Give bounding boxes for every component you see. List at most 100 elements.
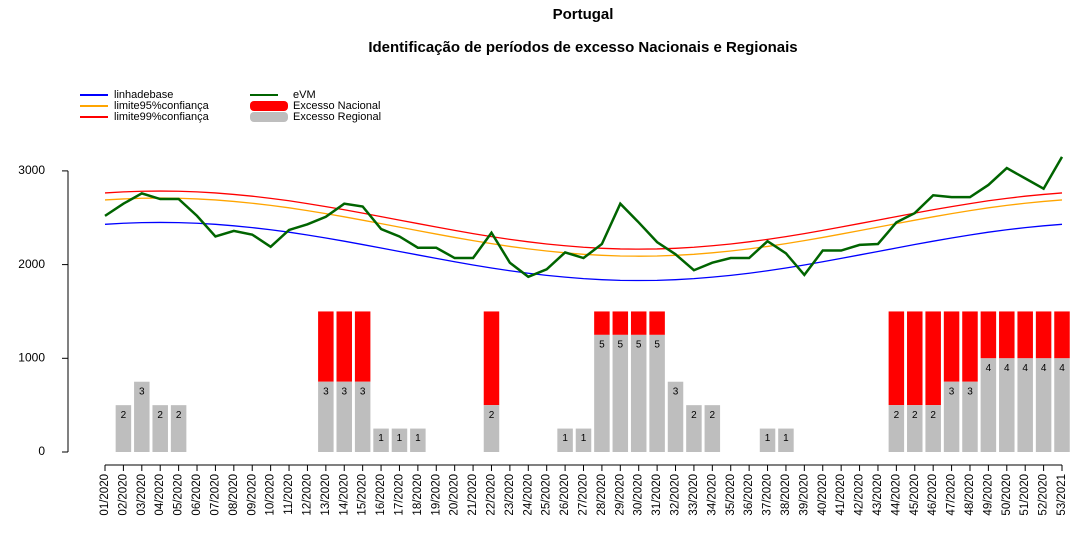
x-tick-label: 48/2020	[964, 474, 976, 516]
bar	[907, 311, 923, 406]
x-tick-label: 43/2020	[872, 474, 884, 516]
bar-count-label: 5	[599, 340, 605, 351]
bar	[925, 405, 941, 452]
bar	[1054, 311, 1070, 359]
bar	[373, 428, 389, 452]
x-tick-label: 02/2020	[117, 474, 129, 516]
x-tick-label: 47/2020	[946, 474, 958, 516]
x-tick-label: 04/2020	[154, 474, 166, 516]
bar	[667, 381, 684, 452]
x-tick-label: 25/2020	[541, 474, 553, 516]
legend-swatch	[250, 101, 288, 111]
bar-count-label: 1	[581, 433, 587, 444]
bar	[1054, 358, 1070, 452]
chart-title: Portugal	[553, 6, 614, 23]
x-tick-label: 45/2020	[909, 474, 921, 516]
bar	[612, 334, 629, 452]
x-tick-label: 51/2020	[1019, 474, 1031, 516]
bar-count-label: 1	[415, 433, 421, 444]
bar	[907, 405, 923, 452]
x-tick-label: 15/2020	[357, 474, 369, 516]
x-tick-label: 53/2021	[1056, 474, 1068, 516]
bar-count-label: 4	[986, 363, 992, 374]
bar	[557, 428, 573, 452]
bar	[943, 381, 960, 452]
x-tick-label: 30/2020	[633, 474, 645, 516]
bar-count-label: 2	[930, 410, 936, 421]
bar	[1017, 358, 1033, 452]
bar-count-label: 3	[967, 386, 973, 397]
y-tick-label: 0	[38, 444, 45, 458]
bar	[962, 311, 978, 382]
x-tick-label: 35/2020	[725, 474, 737, 516]
x-tick-label: 13/2020	[320, 474, 332, 516]
x-tick-label: 44/2020	[890, 474, 902, 516]
y-tick-label: 2000	[18, 257, 45, 271]
chart-subtitle: Identificação de períodos de excesso Nac…	[368, 39, 797, 56]
line	[104, 221, 1063, 282]
bar-count-label: 3	[139, 386, 145, 397]
y-tick-label: 1000	[18, 350, 45, 364]
bar-count-label: 4	[1004, 363, 1010, 374]
bar-count-label: 1	[765, 433, 771, 444]
x-tick-label: 01/2020	[99, 474, 111, 516]
bar	[391, 428, 408, 452]
bar-count-label: 2	[912, 410, 918, 421]
x-tick-label: 12/2020	[301, 474, 313, 516]
x-tick-label: 34/2020	[706, 474, 718, 516]
x-tick-label: 28/2020	[596, 474, 608, 516]
bar	[925, 311, 941, 406]
bar	[318, 311, 334, 382]
x-tick-label: 38/2020	[780, 474, 792, 516]
x-tick-label: 10/2020	[265, 474, 277, 516]
bar	[630, 334, 647, 452]
legend-label: limite95%confiança	[114, 100, 210, 112]
bar	[943, 311, 960, 382]
x-tick-label: 37/2020	[762, 474, 774, 516]
x-tick-label: 27/2020	[578, 474, 590, 516]
bar	[612, 311, 629, 335]
bar-count-label: 2	[489, 410, 495, 421]
x-tick-label: 50/2020	[1001, 474, 1013, 516]
bar-count-label: 2	[691, 410, 697, 421]
bar-count-label: 1	[783, 433, 789, 444]
bar	[170, 405, 187, 452]
bar	[1035, 311, 1052, 359]
bar-count-label: 5	[636, 340, 642, 351]
x-tick-label: 07/2020	[209, 474, 221, 516]
bar	[1035, 358, 1052, 452]
x-tick-label: 31/2020	[651, 474, 663, 516]
bar	[354, 381, 371, 452]
bar	[999, 358, 1015, 452]
bar-count-label: 3	[949, 386, 955, 397]
x-tick-label: 08/2020	[228, 474, 240, 516]
x-tick-label: 49/2020	[982, 474, 994, 516]
bar-count-label: 5	[618, 340, 624, 351]
bar	[336, 381, 352, 452]
bar-count-label: 3	[341, 386, 347, 397]
bar-count-label: 2	[157, 410, 163, 421]
bar-count-label: 5	[654, 340, 660, 351]
x-tick-label: 41/2020	[835, 474, 847, 516]
bar	[630, 311, 647, 335]
x-tick-label: 19/2020	[430, 474, 442, 516]
x-tick-label: 42/2020	[854, 474, 866, 516]
x-tick-label: 52/2020	[1038, 474, 1050, 516]
bar	[999, 311, 1015, 359]
legend-label: limite99%confiança	[114, 111, 210, 123]
x-tick-label: 40/2020	[817, 474, 829, 516]
bar	[152, 405, 168, 452]
legend-swatch	[250, 112, 288, 122]
legend-label: Excesso Nacional	[293, 100, 380, 112]
bar-count-label: 2	[894, 410, 900, 421]
bar	[483, 311, 500, 406]
bar-count-label: 4	[1022, 363, 1028, 374]
x-tick-label: 09/2020	[246, 474, 258, 516]
bar	[115, 405, 132, 452]
bar	[410, 428, 426, 452]
bar-count-label: 2	[176, 410, 182, 421]
x-tick-label: 18/2020	[412, 474, 424, 516]
x-tick-label: 29/2020	[614, 474, 626, 516]
bar	[759, 428, 776, 452]
